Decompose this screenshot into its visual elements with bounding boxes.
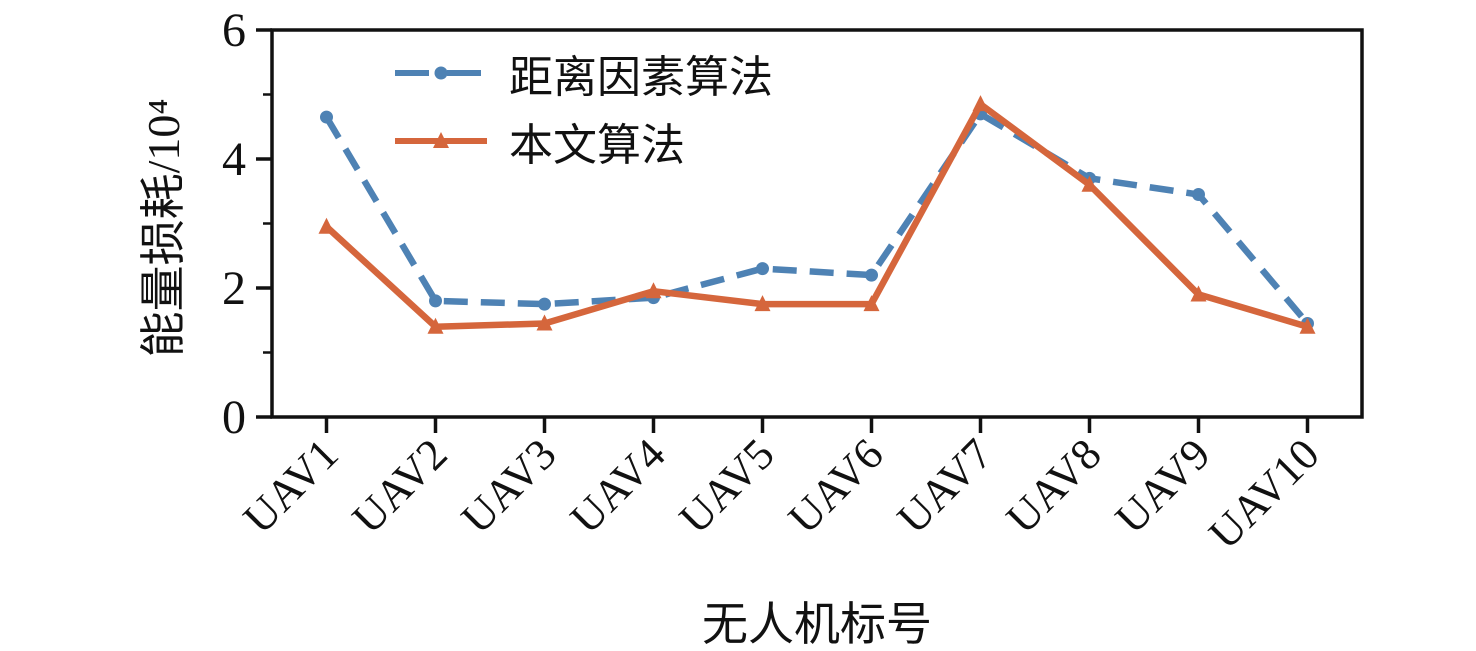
x-tick-label: UAV10 [1199,429,1328,558]
x-tick-label: UAV3 [452,429,566,543]
series-1-marker [972,95,989,112]
y-tick-label: 2 [222,262,246,315]
series-1-marker [754,295,771,312]
series-0-marker [320,110,333,124]
y-axis-title: 能量损耗/10⁴ [138,98,189,358]
legend-solid-line-icon [395,132,487,148]
x-tick-label: UAV5 [670,429,784,543]
series-1-marker [1299,317,1316,334]
y-tick-label: 0 [222,391,246,444]
y-tick-label: 4 [222,133,246,186]
series-line-1 [324,100,1309,330]
y-tick-label: 6 [222,4,246,57]
series-0-marker [429,294,442,308]
series-0-marker [1192,187,1205,201]
x-tick-label: UAV1 [234,429,348,543]
series-1-marker [645,282,662,299]
series-0-marker [865,268,878,282]
x-tick-label: UAV2 [343,429,457,543]
series-0-marker [538,297,551,311]
legend-item-proposed-algorithm: 本文算法 [393,112,773,170]
legend-dashed-line-icon [395,66,487,80]
series-1-marker [536,314,553,331]
series-0-marker [756,262,769,276]
series-1-marker [1190,285,1207,302]
legend-item-distance-algorithm: 距离因素算法 [393,44,773,102]
series-1-marker [863,295,880,312]
legend-label: 距离因素算法 [509,53,773,102]
legend-circle-marker-icon [434,66,448,80]
legend-label: 本文算法 [509,121,685,170]
x-axis-title: 无人机标号 [702,599,932,650]
legend-triangle-marker-icon [433,132,449,148]
series-1-marker [318,217,335,234]
x-tick-label: UAV7 [888,429,1002,543]
x-tick-label: UAV4 [561,429,675,543]
x-tick-label: UAV6 [779,429,893,543]
series-line-0 [323,110,1310,326]
x-tick-label: UAV8 [997,429,1111,543]
chart-legend: 距离因素算法 本文算法 [393,44,773,170]
series-1-marker [1081,175,1098,192]
series-1-marker [427,317,444,334]
